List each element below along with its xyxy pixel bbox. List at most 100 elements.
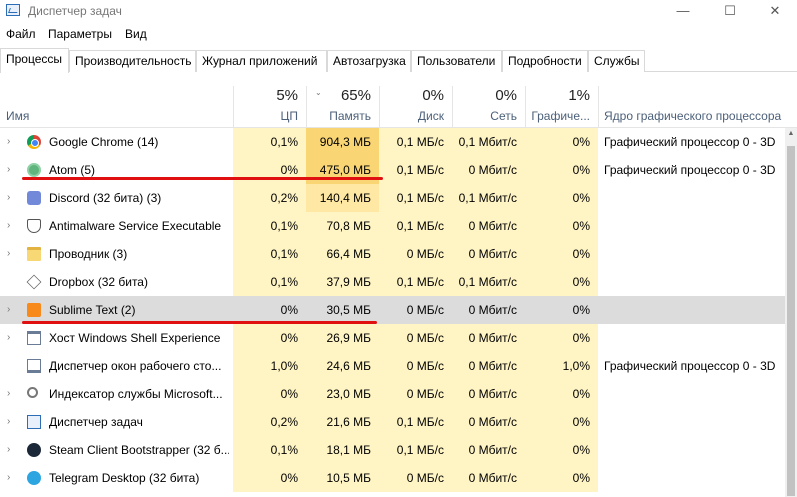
gpu-engine-value — [598, 184, 785, 212]
network-value: 0 Мбит/с — [452, 408, 525, 436]
memory-value: 23,0 МБ — [306, 380, 379, 408]
expand-chevron-icon[interactable]: › — [7, 388, 11, 399]
process-name: Steam Client Bootstrapper (32 б... — [49, 443, 229, 457]
table-row[interactable]: Диспетчер окон рабочего сто... 1,0% 24,6 М… — [0, 352, 785, 380]
disk-value: 0 МБ/с — [379, 240, 452, 268]
task-manager-icon — [27, 415, 41, 429]
table-row[interactable]: › Google Chrome (14) 0,1% 904,3 МБ 0,1 МБ/с 0… — [0, 128, 785, 156]
menu-file[interactable]: Файл — [6, 27, 36, 41]
menu-options[interactable]: Параметры — [48, 27, 112, 41]
expand-chevron-icon[interactable]: › — [7, 136, 11, 147]
monitor-icon — [27, 359, 41, 373]
expand-chevron-icon[interactable]: › — [7, 248, 11, 259]
column-disk[interactable]: 0% Диск — [417, 87, 444, 123]
dropbox-icon — [26, 274, 42, 290]
sublime-icon — [27, 303, 41, 317]
tab-users[interactable]: Пользователи — [411, 50, 502, 72]
tab-details[interactable]: Подробности — [502, 50, 588, 72]
table-row[interactable]: › Discord (32 бита) (3) 0,2% 140,4 МБ 0,1 МБ… — [0, 184, 785, 212]
process-name: Antimalware Service Executable — [49, 219, 222, 233]
table-row[interactable]: › Индексатор службы Microsoft... 0% 23,0 МБ… — [0, 380, 785, 408]
expand-chevron-icon[interactable]: › — [7, 164, 11, 175]
shield-icon — [27, 219, 41, 233]
column-memory[interactable]: 65% Память — [329, 87, 371, 123]
gpu-value: 0% — [525, 128, 598, 156]
column-network[interactable]: 0% Сеть — [490, 87, 517, 123]
disk-value: 0 МБ/с — [379, 380, 452, 408]
tab-startup[interactable]: Автозагрузка — [327, 50, 411, 72]
tab-app-history[interactable]: Журнал приложений — [196, 50, 327, 72]
gpu-value: 0% — [525, 464, 598, 492]
tab-performance[interactable]: Производительность — [69, 50, 196, 72]
column-gpu-engine[interactable]: Ядро графического процессора — [604, 109, 782, 123]
expand-chevron-icon[interactable]: › — [7, 416, 11, 427]
column-name[interactable]: Имя — [6, 109, 30, 123]
column-divider[interactable] — [452, 86, 453, 128]
gpu-value: 0% — [525, 212, 598, 240]
network-value: 0,1 Мбит/с — [452, 128, 525, 156]
column-divider[interactable] — [379, 86, 380, 128]
column-divider[interactable] — [233, 86, 234, 128]
disk-value: 0 МБ/с — [379, 352, 452, 380]
table-row[interactable]: › Telegram Desktop (32 бита) 0% 10,5 МБ 0 МБ… — [0, 464, 785, 492]
memory-value: 18,1 МБ — [306, 436, 379, 464]
sort-down-icon: ⌄ — [315, 88, 322, 97]
gpu-engine-value: Графический процессор 0 - 3D — [604, 359, 776, 373]
tab-services[interactable]: Службы — [588, 50, 645, 72]
process-name: Диспетчер задач — [49, 415, 143, 429]
memory-value: 24,6 МБ — [306, 352, 379, 380]
expand-chevron-icon[interactable]: › — [7, 444, 11, 455]
expand-chevron-icon[interactable]: › — [7, 220, 11, 231]
column-gpu[interactable]: 1% Графиче... — [531, 87, 590, 123]
menu-view[interactable]: Вид — [125, 27, 147, 41]
expand-chevron-icon[interactable]: › — [7, 304, 11, 315]
maximize-button[interactable]: ☐ — [724, 3, 736, 18]
process-name: Sublime Text (2) — [49, 303, 136, 317]
menu-bar: Файл Параметры Вид — [0, 24, 797, 44]
scrollbar-thumb[interactable] — [787, 146, 795, 496]
expand-chevron-icon[interactable]: › — [7, 192, 11, 203]
memory-value: 140,4 МБ — [306, 184, 379, 212]
tab-processes[interactable]: Процессы — [0, 48, 69, 73]
column-cpu[interactable]: 5% ЦП — [276, 87, 298, 123]
disk-value: 0,1 МБ/с — [379, 408, 452, 436]
gpu-engine-value: Графический процессор 0 - 3D — [604, 135, 776, 149]
disk-value: 0,1 МБ/с — [379, 128, 452, 156]
gpu-value: 0% — [525, 184, 598, 212]
cpu-value: 0% — [233, 380, 306, 408]
expand-chevron-icon[interactable]: › — [7, 332, 11, 343]
table-row[interactable]: › Sublime Text (2) 0% 30,5 МБ 0 МБ/с 0 Мбит/с… — [0, 296, 785, 324]
search-icon — [27, 387, 38, 398]
disk-value: 0,1 МБ/с — [379, 156, 452, 184]
chrome-icon — [27, 135, 41, 149]
title-bar[interactable]: Диспетчер задач — ☐ ✕ — [0, 0, 797, 22]
atom-icon — [27, 163, 41, 177]
table-row[interactable]: › Диспетчер задач 0,2% 21,6 МБ 0,1 МБ/с 0 Мби… — [0, 408, 785, 436]
disk-value: 0,1 МБ/с — [379, 436, 452, 464]
minimize-button[interactable]: — — [676, 3, 690, 18]
column-divider[interactable] — [598, 86, 599, 128]
process-name: Atom (5) — [49, 163, 96, 177]
gpu-value: 0% — [525, 240, 598, 268]
table-row[interactable]: › Проводник (3) 0,1% 66,4 МБ 0 МБ/с 0 Мбит/с 0… — [0, 240, 785, 268]
disk-value: 0 МБ/с — [379, 296, 452, 324]
process-name: Discord (32 бита) (3) — [49, 191, 162, 205]
tab-strip: Процессы Производительность Журнал прило… — [0, 48, 797, 73]
table-row[interactable]: Dropbox (32 бита) 0,1% 37,9 МБ 0,1 МБ/с 0,1 … — [0, 268, 785, 296]
annotation-underline — [22, 321, 377, 324]
table-row[interactable]: › Steam Client Bootstrapper (32 б... 0,1% 1… — [0, 436, 785, 464]
expand-chevron-icon[interactable]: › — [7, 472, 11, 483]
close-button[interactable]: ✕ — [769, 3, 781, 18]
table-row[interactable]: › Хост Windows Shell Experience 0% 26,9 МБ 0… — [0, 324, 785, 352]
disk-value: 0 МБ/с — [379, 324, 452, 352]
process-name: Google Chrome (14) — [49, 135, 159, 149]
gpu-value: 0% — [525, 436, 598, 464]
network-value: 0 Мбит/с — [452, 436, 525, 464]
gpu-engine-value — [598, 324, 785, 352]
column-divider[interactable] — [306, 86, 307, 128]
network-value: 0 Мбит/с — [452, 324, 525, 352]
table-row[interactable]: › Antimalware Service Executable 0,1% 70,8 … — [0, 212, 785, 240]
scroll-up-icon[interactable]: ▲ — [787, 130, 795, 137]
column-divider[interactable] — [525, 86, 526, 128]
process-list: › Google Chrome (14) 0,1% 904,3 МБ 0,1 МБ/с 0… — [0, 128, 785, 492]
